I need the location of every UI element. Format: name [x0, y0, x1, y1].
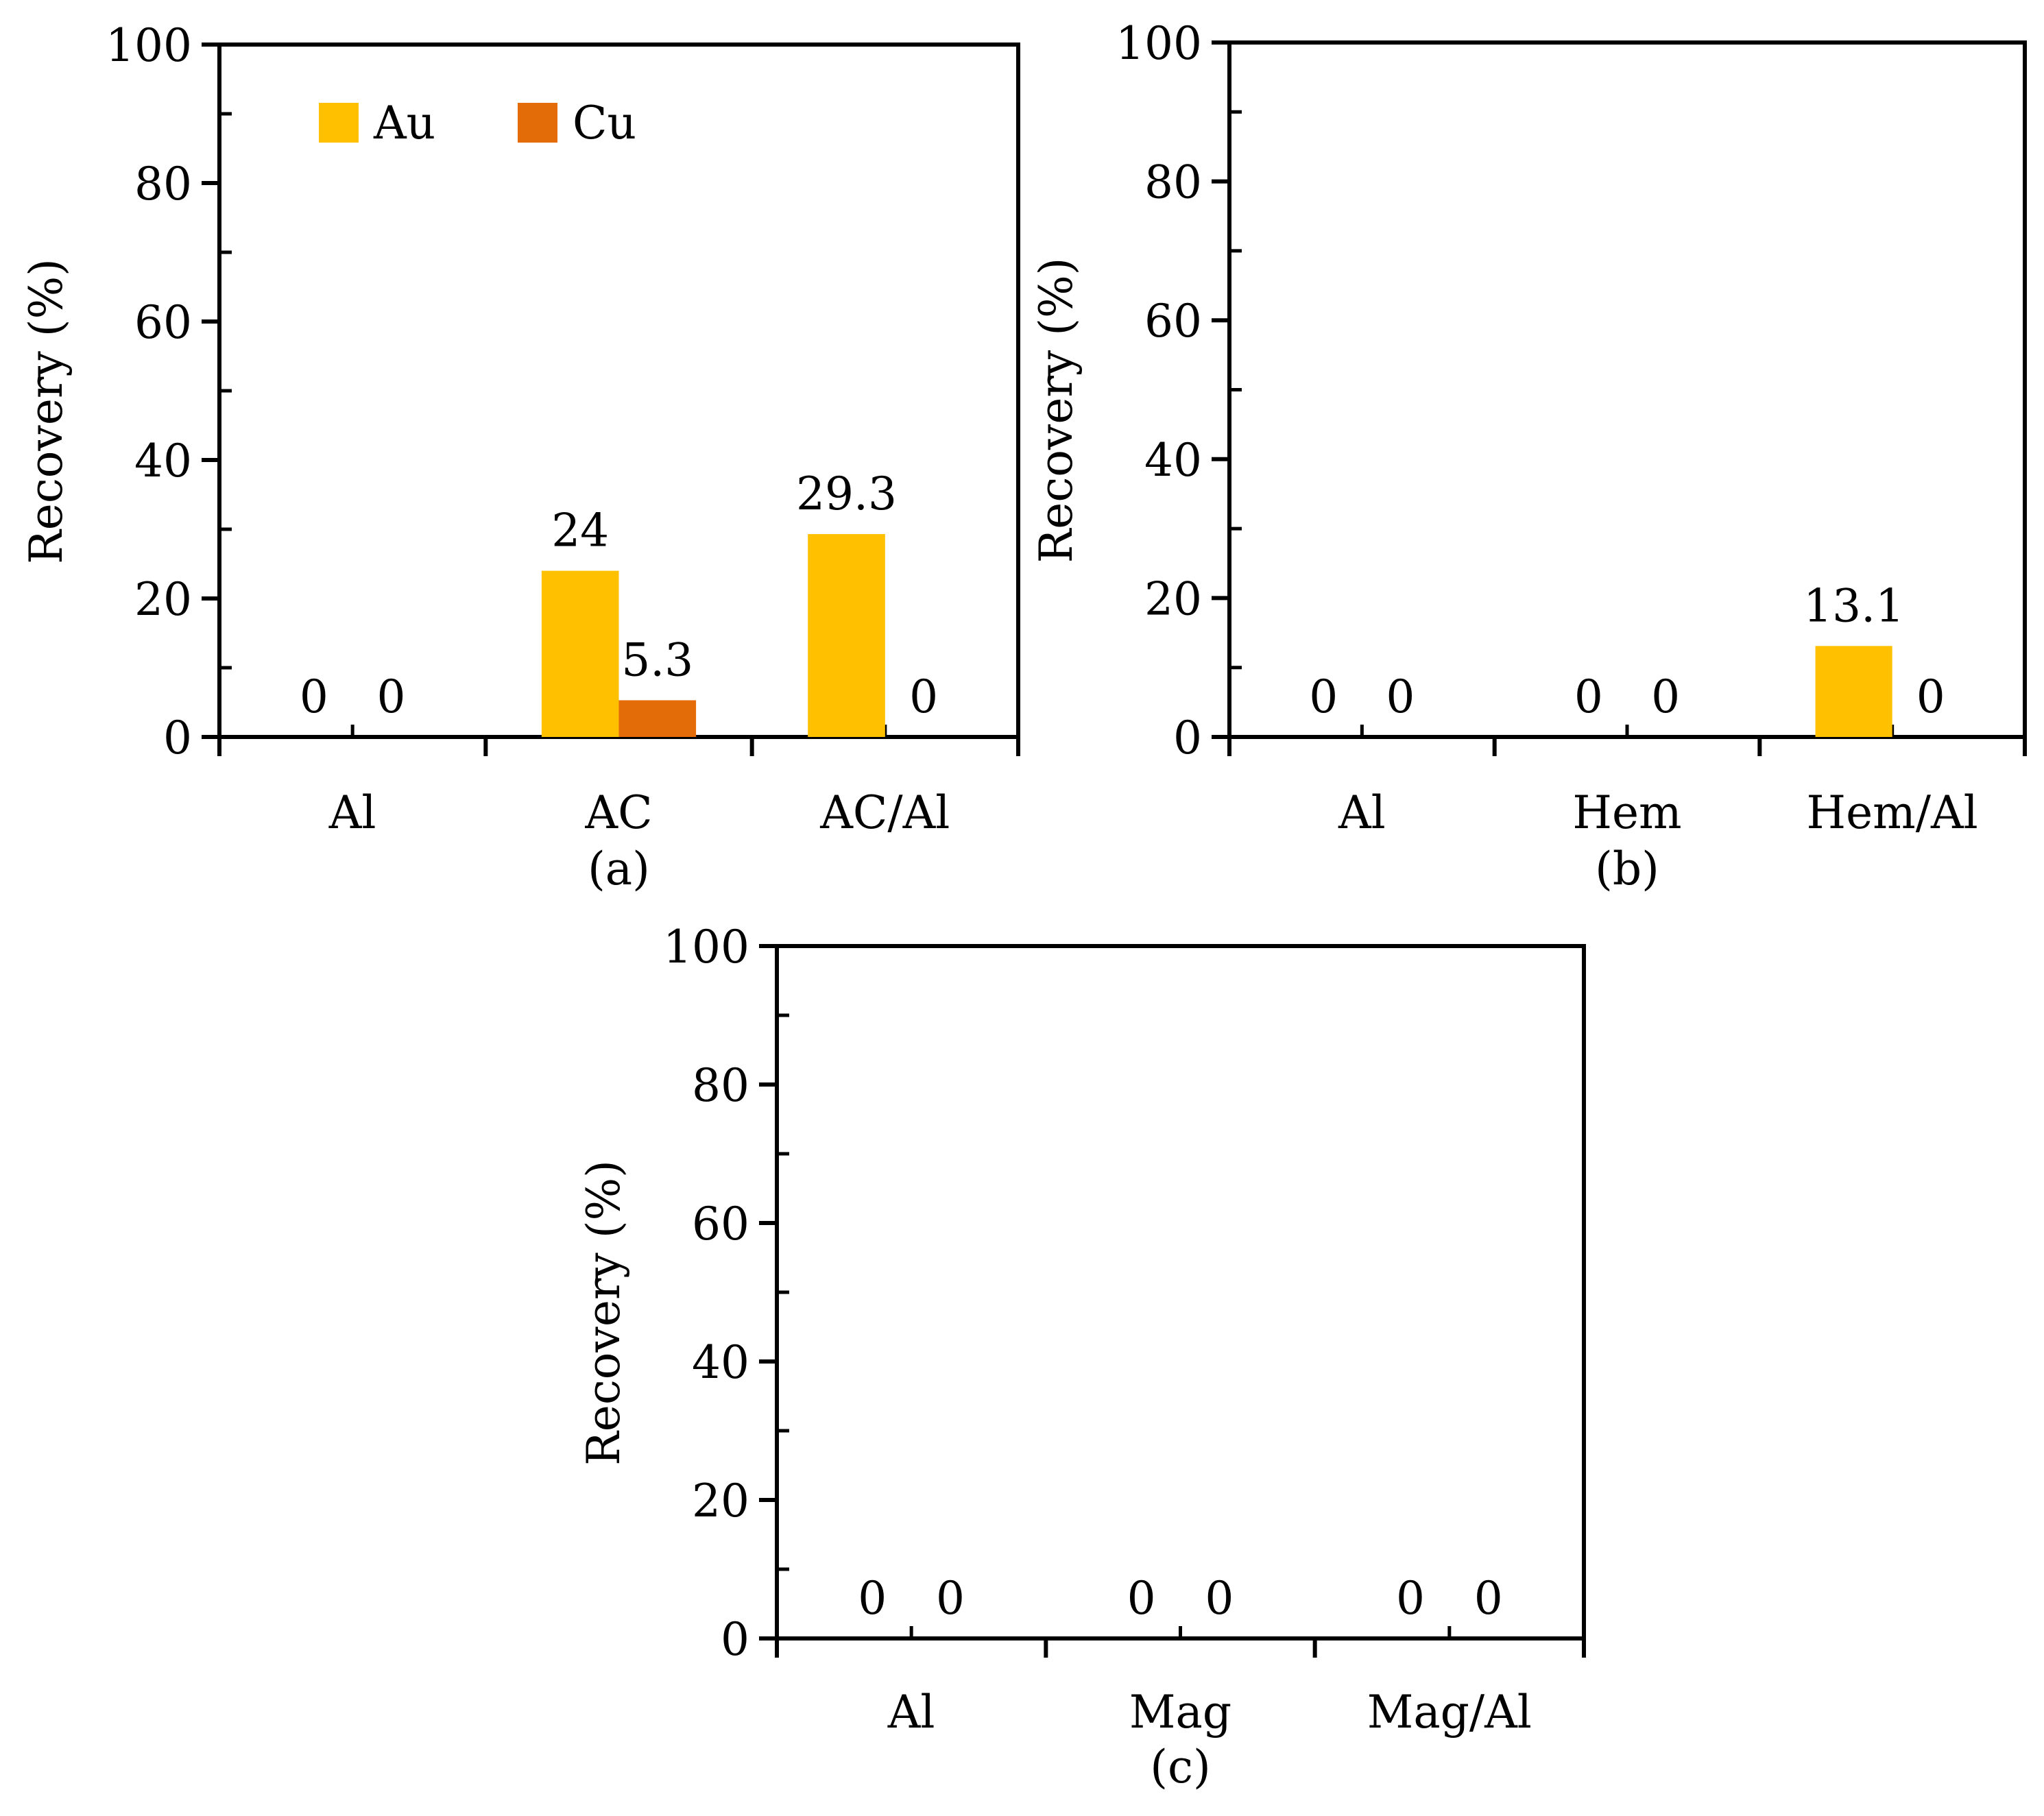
y-tick-label: 40 [1144, 434, 1202, 487]
data-label: 0 [1127, 1572, 1156, 1625]
y-axis-label: Recovery (%) [20, 258, 73, 564]
plot-frame [775, 944, 1586, 1641]
data-label: 0 [1386, 670, 1415, 723]
data-label: 0 [1574, 670, 1603, 723]
y-tick-label: 20 [134, 573, 192, 626]
plot-frame [1227, 40, 2027, 739]
data-label: 0 [1916, 670, 1945, 723]
data-label: 0 [300, 670, 328, 723]
y-tick-label: 80 [692, 1059, 749, 1112]
y-tick-label: 0 [163, 712, 192, 764]
y-tick-label: 100 [1116, 17, 1202, 70]
y-axis-label: Recovery (%) [1030, 258, 1083, 564]
legend-label-cu: Cu [573, 97, 636, 149]
data-label: 5.3 [621, 633, 693, 686]
y-tick-label: 0 [721, 1613, 749, 1666]
bar-au-ac-al [808, 534, 885, 737]
y-tick-label: 0 [1173, 712, 1202, 764]
y-tick-label: 100 [106, 19, 192, 72]
x-tick-label: AC [584, 786, 652, 839]
data-label: 0 [936, 1572, 965, 1625]
y-tick-label: 80 [1144, 156, 1202, 209]
data-label: 0 [1651, 670, 1680, 723]
data-label: 0 [1474, 1572, 1503, 1625]
panel-caption: (c) [1150, 1741, 1210, 1793]
data-label: 0 [1309, 670, 1338, 723]
x-tick-label: Mag/Al [1367, 1686, 1532, 1739]
y-tick-label: 20 [692, 1475, 749, 1527]
data-label: 24 [551, 505, 609, 557]
y-tick-label: 60 [134, 296, 192, 349]
y-tick-label: 80 [134, 158, 192, 210]
y-tick-label: 40 [134, 435, 192, 487]
data-label: 0 [1205, 1572, 1234, 1625]
legend-swatch-au [319, 103, 359, 143]
legend-swatch-cu [518, 103, 557, 143]
y-tick-label: 100 [663, 921, 749, 973]
data-label: 0 [909, 670, 938, 723]
x-tick-label: Hem [1572, 786, 1681, 839]
legend: Au Cu [319, 97, 636, 149]
x-tick-label: Hem/Al [1807, 786, 1978, 839]
x-tick-label: Al [887, 1686, 935, 1739]
data-label: 0 [1396, 1572, 1425, 1625]
x-tick-label: Al [1338, 786, 1386, 839]
data-label: 13.1 [1803, 579, 1904, 632]
x-tick-label: Mag [1129, 1686, 1231, 1739]
bar-au-hem-al [1815, 646, 1892, 737]
x-tick-label: Al [328, 786, 376, 839]
legend-label-au: Au [373, 97, 435, 149]
panel-caption: (b) [1595, 843, 1659, 895]
y-tick-label: 40 [692, 1336, 749, 1389]
bar-au-ac [541, 570, 619, 737]
data-label: 0 [376, 670, 405, 723]
bar-cu-ac [618, 700, 697, 737]
y-tick-label: 60 [692, 1198, 749, 1250]
data-label: 29.3 [796, 468, 897, 520]
x-tick-label: AC/Al [819, 786, 950, 839]
panel-caption: (a) [588, 843, 650, 895]
y-axis-label: Recovery (%) [577, 1160, 630, 1466]
y-tick-label: 20 [1144, 572, 1202, 625]
data-label: 0 [858, 1572, 887, 1625]
y-tick-label: 60 [1144, 295, 1202, 348]
